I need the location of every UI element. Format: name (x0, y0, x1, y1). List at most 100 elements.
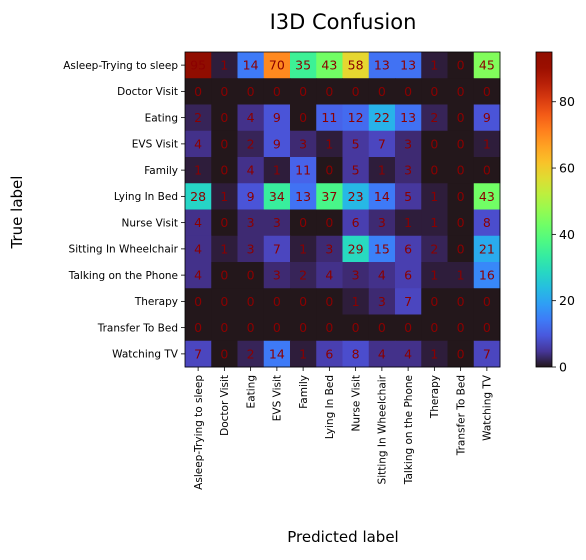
cell-value-label: 7 (194, 346, 202, 361)
heatmap-cell (211, 288, 238, 315)
cell-value-label: 13 (374, 58, 390, 73)
cell-value-label: 0 (378, 84, 386, 99)
heatmap-cell (237, 235, 265, 263)
cell-value-label: 0 (299, 110, 307, 125)
cell-value-label: 1 (483, 136, 491, 151)
y-tick-label: Transfer To Bed (97, 322, 178, 334)
cell-value-label: 9 (247, 189, 255, 204)
cell-value-label: 0 (220, 215, 228, 230)
cell-value-label: 0 (483, 320, 491, 335)
x-axis-label: Predicted label (287, 528, 398, 546)
cell-value-label: 0 (325, 294, 333, 309)
heatmap-cell (211, 340, 238, 368)
cell-value-label: 8 (352, 346, 360, 361)
heatmap-cell (185, 262, 212, 289)
heatmap-cell (316, 288, 343, 315)
cell-value-label: 14 (269, 346, 285, 361)
chart-title: I3D Confusion (270, 10, 417, 34)
heatmap-cell (395, 157, 422, 184)
heatmap-cell (185, 340, 212, 368)
cell-value-label: 28 (190, 189, 206, 204)
cell-value-label: 22 (374, 110, 390, 125)
heatmap-cell (290, 209, 317, 237)
heatmap-cell (263, 78, 291, 105)
cell-value-label: 0 (430, 294, 438, 309)
heatmap-cell (395, 78, 422, 105)
cell-value-label: 0 (247, 84, 255, 99)
cell-value-label: 3 (273, 215, 281, 230)
heatmap-cell (421, 209, 448, 237)
cell-value-label: 0 (325, 215, 333, 230)
y-tick-label: Talking on the Phone (68, 270, 178, 282)
cell-value-label: 0 (220, 294, 228, 309)
y-axis-label: True label (8, 176, 26, 250)
heatmap-cell (421, 52, 448, 79)
heatmap-cell (290, 52, 317, 79)
heatmap-cell (421, 183, 448, 210)
heatmap-cell (395, 340, 422, 368)
heatmap-cell (473, 288, 501, 315)
heatmap-cell (421, 78, 448, 105)
cell-value-label: 0 (220, 110, 228, 125)
cell-value-label: 0 (220, 346, 228, 361)
heatmap-cell (290, 104, 317, 132)
cell-value-label: 0 (457, 136, 465, 151)
cell-value-label: 0 (194, 294, 202, 309)
cell-value-label: 8 (483, 215, 491, 230)
cell-value-label: 1 (352, 294, 360, 309)
cell-value-label: 6 (352, 215, 360, 230)
colorbar-tick-label: 40 (559, 227, 575, 242)
cell-value-label: 2 (430, 241, 438, 256)
heatmap-cell (447, 104, 475, 132)
heatmap-cell (316, 104, 343, 132)
heatmap-cell (421, 340, 448, 368)
heatmap-cell (473, 52, 501, 79)
y-tick-label: Lying In Bed (114, 191, 178, 203)
heatmap-cell (342, 52, 370, 79)
heatmap-cell (263, 314, 291, 342)
heatmap-cell (447, 130, 475, 158)
colorbar-gradient (535, 51, 553, 368)
x-tick-label: Nurse Visit (350, 375, 362, 431)
heatmap-cell (368, 183, 396, 210)
heatmap-cell (395, 104, 422, 132)
cell-value-label: 2 (247, 346, 255, 361)
heatmap-cell (395, 209, 422, 237)
heatmap-cell (185, 209, 212, 237)
y-tick-label: Doctor Visit (117, 86, 178, 98)
heatmap-cell (447, 183, 475, 210)
cell-value-label: 1 (273, 163, 281, 178)
heatmap-cell (316, 157, 343, 184)
heatmap-cell (421, 157, 448, 184)
heatmap-cell (447, 288, 475, 315)
heatmap-cell (473, 314, 501, 342)
cell-value-label: 0 (273, 320, 281, 335)
heatmap-cell (368, 235, 396, 263)
cell-value-label: 9 (483, 110, 491, 125)
cell-value-label: 1 (220, 241, 228, 256)
cell-value-label: 58 (348, 58, 364, 73)
cell-value-label: 5 (352, 163, 360, 178)
heatmap-cell (263, 262, 291, 289)
heatmap-cell (290, 262, 317, 289)
heatmap-cell (290, 130, 317, 158)
heatmap-cell (185, 52, 212, 79)
heatmap-cell (211, 209, 238, 237)
cell-value-label: 11 (321, 110, 337, 125)
heatmap-cell (316, 78, 343, 105)
cell-value-label: 0 (299, 320, 307, 335)
cell-value-label: 4 (378, 346, 386, 361)
heatmap-cell (185, 183, 212, 210)
cell-value-label: 14 (243, 58, 259, 73)
y-tick-label: Eating (145, 112, 178, 124)
heatmap-cell (342, 262, 370, 289)
x-tick-label: Lying In Bed (324, 375, 336, 439)
heatmap-cell (316, 209, 343, 237)
heatmap-cell (211, 314, 238, 342)
heatmap-cell (263, 288, 291, 315)
heatmap-cell (395, 52, 422, 79)
cell-value-label: 0 (378, 320, 386, 335)
y-tick-label: EVS Visit (132, 139, 178, 151)
cell-value-label: 0 (352, 320, 360, 335)
